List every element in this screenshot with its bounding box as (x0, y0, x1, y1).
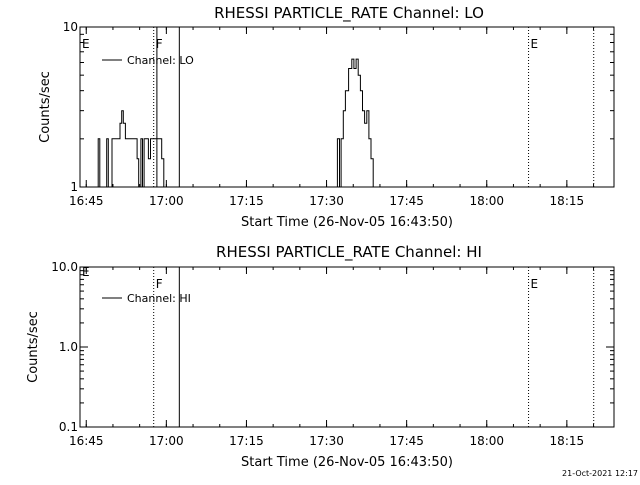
panel-lo-ytick-label: 1 (70, 180, 78, 194)
panel-hi-legend-label: Channel: HI (127, 292, 191, 305)
panel-hi-xtick-label: 17:45 (389, 434, 424, 448)
panel-hi-event-marker-label: E (531, 277, 539, 291)
panel-lo-legend-label: Channel: LO (127, 54, 194, 67)
panel-hi-xlabel: Start Time (26-Nov-05 16:43:50) (241, 455, 453, 470)
panel-lo-ylabel: Counts/sec (38, 71, 53, 143)
panel-lo-frame (79, 26, 615, 188)
panel-hi-xtick-label: 17:00 (149, 434, 184, 448)
panel-hi-ytick-label: 1.0 (59, 340, 78, 354)
panel-lo-ytick-label: 10 (63, 20, 78, 34)
footer-timestamp: 21-Oct-2021 12:17 (562, 469, 638, 478)
panel-hi-event-marker-label: F (156, 277, 163, 291)
panel-lo-xtick-label: 17:30 (309, 194, 344, 208)
panel-lo-xtick-label: 18:00 (469, 194, 504, 208)
panel-hi-ytick-label: 10.0 (51, 260, 78, 274)
panel-hi-ylabel: Counts/sec (26, 311, 41, 383)
panel-hi-xtick-label: 18:15 (550, 434, 585, 448)
panel-lo-xtick-label: 17:00 (149, 194, 184, 208)
panel-hi-xtick-label: 18:00 (469, 434, 504, 448)
panel-hi-xtick-label: 16:45 (69, 434, 104, 448)
panel-lo-xtick-label: 18:15 (550, 194, 585, 208)
panel-lo-title: RHESSI PARTICLE_RATE Channel: LO (214, 4, 484, 23)
panel-lo-xlabel: Start Time (26-Nov-05 16:43:50) (241, 215, 453, 230)
panel-hi-channel: RHESSI PARTICLE_RATE Channel: HI Start T… (26, 243, 615, 470)
panel-hi-xtick-label: 17:30 (309, 434, 344, 448)
panel-hi-ytick-label: 0.1 (59, 420, 78, 434)
panel-hi-xtick-label: 17:15 (229, 434, 264, 448)
panel-lo-event-marker-label: F (156, 37, 163, 51)
panel-lo-xtick-label: 17:45 (389, 194, 424, 208)
panel-lo-xtick-label: 17:15 (229, 194, 264, 208)
panel-lo-event-marker-label: E (531, 37, 539, 51)
panel-lo-series-line (80, 58, 614, 188)
panel-lo-edge-marker-label: E (82, 37, 90, 51)
panel-lo-xtick-label: 16:45 (69, 194, 104, 208)
panel-lo-channel: RHESSI PARTICLE_RATE Channel: LO Start T… (38, 4, 615, 230)
panel-hi-title: RHESSI PARTICLE_RATE Channel: HI (216, 243, 482, 262)
